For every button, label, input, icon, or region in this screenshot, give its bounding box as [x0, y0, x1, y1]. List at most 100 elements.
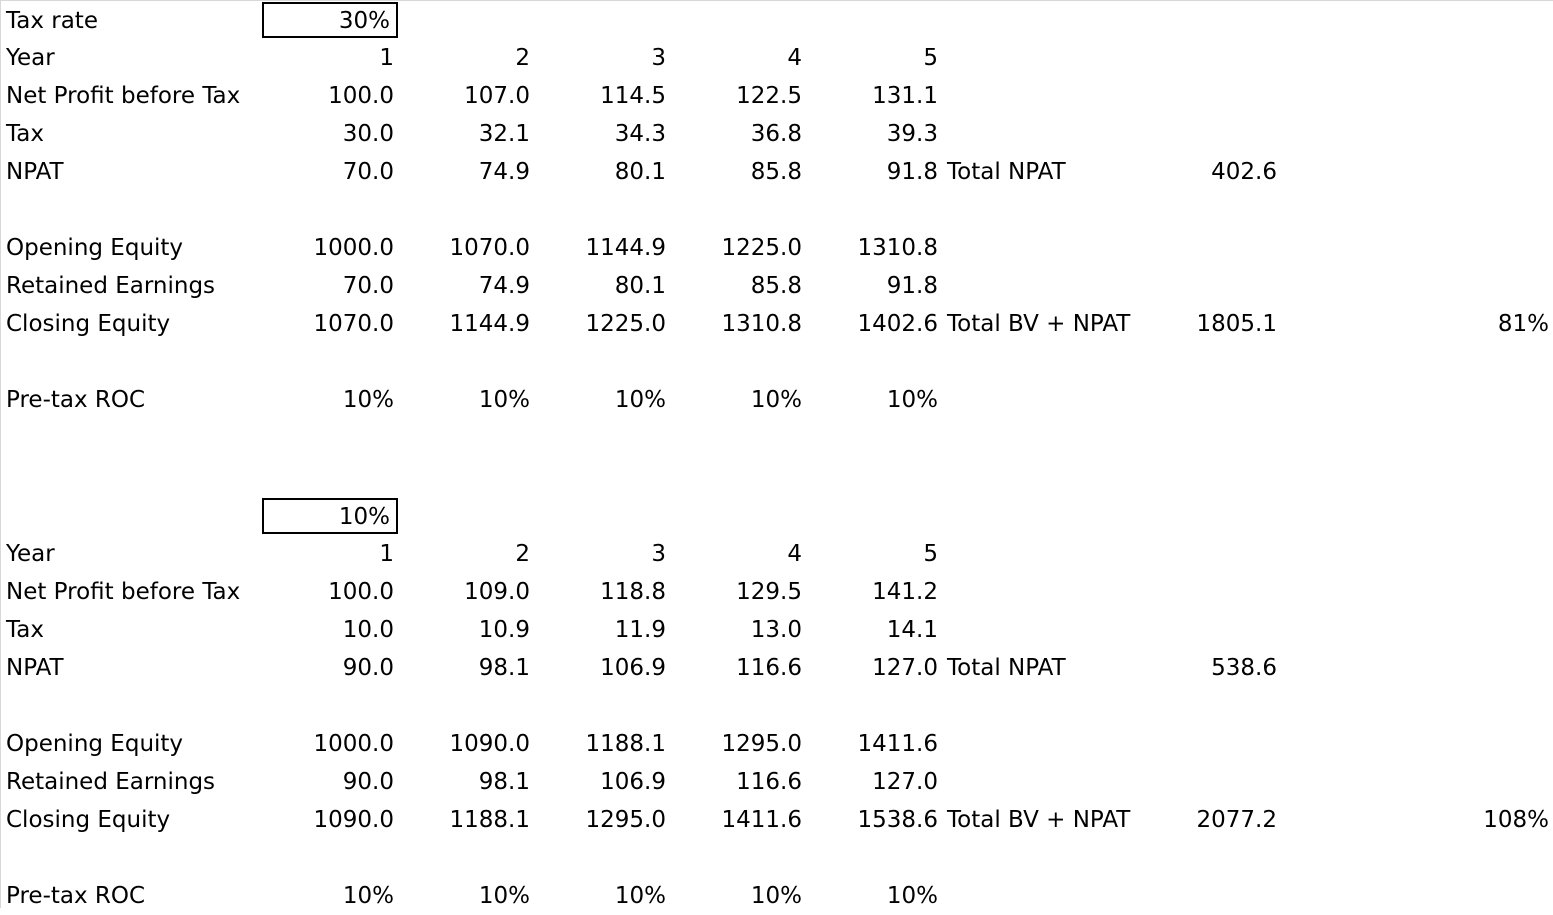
cell-closing-year-1: 1090.0 — [313, 807, 394, 833]
cell-tax-year-5: 14.1 — [886, 617, 938, 643]
cell-roc-year-5: 10% — [886, 387, 938, 413]
left-gridline — [0, 0, 1, 908]
row-label-tax: Tax — [6, 121, 44, 147]
cell-tax-year-3: 34.3 — [614, 121, 666, 147]
cell-retained-year-3: 106.9 — [600, 769, 666, 795]
tax-rate-input-cell[interactable]: 10% — [262, 498, 398, 534]
cell-npat-year-4: 116.6 — [736, 655, 802, 681]
cell-npat-year-4: 85.8 — [750, 159, 802, 185]
cell-tax-year-2: 32.1 — [478, 121, 530, 147]
cell-roc-year-2: 10% — [478, 387, 530, 413]
cell-retained-year-5: 127.0 — [872, 769, 938, 795]
tax-rate-label: Tax rate — [6, 8, 98, 34]
cell-retained-year-1: 90.0 — [342, 769, 394, 795]
total-npat-label: Total NPAT — [947, 655, 1066, 681]
cell-opening-year-3: 1144.9 — [585, 235, 666, 261]
cell-npbt-year-4: 129.5 — [736, 579, 802, 605]
cell-retained-year-2: 98.1 — [478, 769, 530, 795]
cell-npbt-year-2: 107.0 — [464, 83, 530, 109]
total-npat-value: 402.6 — [1211, 159, 1277, 185]
top-gridline — [0, 0, 1553, 1]
cell-npbt-year-5: 141.2 — [872, 579, 938, 605]
cell-roc-year-3: 10% — [614, 883, 666, 909]
tax-rate-input-cell[interactable]: 30% — [262, 2, 398, 38]
cell-year-year-3: 3 — [651, 45, 666, 71]
cell-roc-year-3: 10% — [614, 387, 666, 413]
cell-retained-year-5: 91.8 — [886, 273, 938, 299]
cell-roc-year-1: 10% — [342, 387, 394, 413]
cell-roc-year-1: 10% — [342, 883, 394, 909]
cell-npat-year-3: 80.1 — [614, 159, 666, 185]
row-label-tax: Tax — [6, 617, 44, 643]
cell-npbt-year-2: 109.0 — [464, 579, 530, 605]
row-label-closing: Closing Equity — [6, 807, 171, 833]
cell-closing-year-5: 1402.6 — [857, 311, 938, 337]
row-label-roc: Pre-tax ROC — [6, 883, 146, 909]
cell-npat-year-1: 70.0 — [342, 159, 394, 185]
cell-npbt-year-1: 100.0 — [328, 579, 394, 605]
cell-opening-year-1: 1000.0 — [313, 731, 394, 757]
cell-tax-year-4: 36.8 — [750, 121, 802, 147]
row-label-year: Year — [6, 541, 55, 567]
total-npat-value: 538.6 — [1211, 655, 1277, 681]
cell-retained-year-4: 85.8 — [750, 273, 802, 299]
cell-npat-year-5: 127.0 — [872, 655, 938, 681]
row-label-roc: Pre-tax ROC — [6, 387, 146, 413]
row-label-opening: Opening Equity — [6, 235, 184, 261]
cell-opening-year-1: 1000.0 — [313, 235, 394, 261]
cell-year-year-5: 5 — [923, 541, 938, 567]
cell-closing-year-4: 1411.6 — [721, 807, 802, 833]
cell-roc-year-4: 10% — [750, 387, 802, 413]
cell-opening-year-5: 1310.8 — [857, 235, 938, 261]
row-label-opening: Opening Equity — [6, 731, 184, 757]
cell-year-year-2: 2 — [515, 45, 530, 71]
cell-opening-year-2: 1090.0 — [449, 731, 530, 757]
cell-closing-year-2: 1144.9 — [449, 311, 530, 337]
cell-opening-year-5: 1411.6 — [857, 731, 938, 757]
tax-rate-value: 10% — [338, 504, 390, 530]
cell-opening-year-4: 1295.0 — [721, 731, 802, 757]
cell-tax-year-3: 11.9 — [614, 617, 666, 643]
cell-opening-year-3: 1188.1 — [585, 731, 666, 757]
cell-npbt-year-5: 131.1 — [872, 83, 938, 109]
cell-closing-year-2: 1188.1 — [449, 807, 530, 833]
cell-npat-year-5: 91.8 — [886, 159, 938, 185]
total-npat-label: Total NPAT — [947, 159, 1066, 185]
total-bv-npat-label: Total BV + NPAT — [947, 807, 1131, 833]
row-label-retained: Retained Earnings — [6, 769, 216, 795]
cell-opening-year-4: 1225.0 — [721, 235, 802, 261]
cell-closing-year-1: 1070.0 — [313, 311, 394, 337]
cell-npbt-year-1: 100.0 — [328, 83, 394, 109]
cell-npbt-year-3: 118.8 — [600, 579, 666, 605]
row-label-closing: Closing Equity — [6, 311, 171, 337]
row-label-npbt: Net Profit before Tax — [6, 579, 241, 605]
total-bv-npat-label: Total BV + NPAT — [947, 311, 1131, 337]
row-label-npat: NPAT — [6, 655, 64, 681]
cell-npat-year-1: 90.0 — [342, 655, 394, 681]
cell-roc-year-4: 10% — [750, 883, 802, 909]
total-bv-npat-percent: 108% — [1483, 807, 1549, 833]
cell-retained-year-1: 70.0 — [342, 273, 394, 299]
cell-tax-year-4: 13.0 — [750, 617, 802, 643]
row-label-retained: Retained Earnings — [6, 273, 216, 299]
cell-tax-year-5: 39.3 — [886, 121, 938, 147]
cell-roc-year-5: 10% — [886, 883, 938, 909]
cell-tax-year-2: 10.9 — [478, 617, 530, 643]
row-label-year: Year — [6, 45, 55, 71]
cell-npat-year-2: 74.9 — [478, 159, 530, 185]
total-bv-npat-percent: 81% — [1497, 311, 1549, 337]
row-label-npbt: Net Profit before Tax — [6, 83, 241, 109]
cell-year-year-4: 4 — [787, 45, 802, 71]
cell-closing-year-5: 1538.6 — [857, 807, 938, 833]
cell-closing-year-3: 1295.0 — [585, 807, 666, 833]
cell-year-year-2: 2 — [515, 541, 530, 567]
cell-retained-year-4: 116.6 — [736, 769, 802, 795]
cell-roc-year-2: 10% — [478, 883, 530, 909]
cell-year-year-4: 4 — [787, 541, 802, 567]
cell-closing-year-3: 1225.0 — [585, 311, 666, 337]
cell-npat-year-3: 106.9 — [600, 655, 666, 681]
cell-tax-year-1: 10.0 — [342, 617, 394, 643]
cell-year-year-1: 1 — [379, 541, 394, 567]
cell-year-year-5: 5 — [923, 45, 938, 71]
